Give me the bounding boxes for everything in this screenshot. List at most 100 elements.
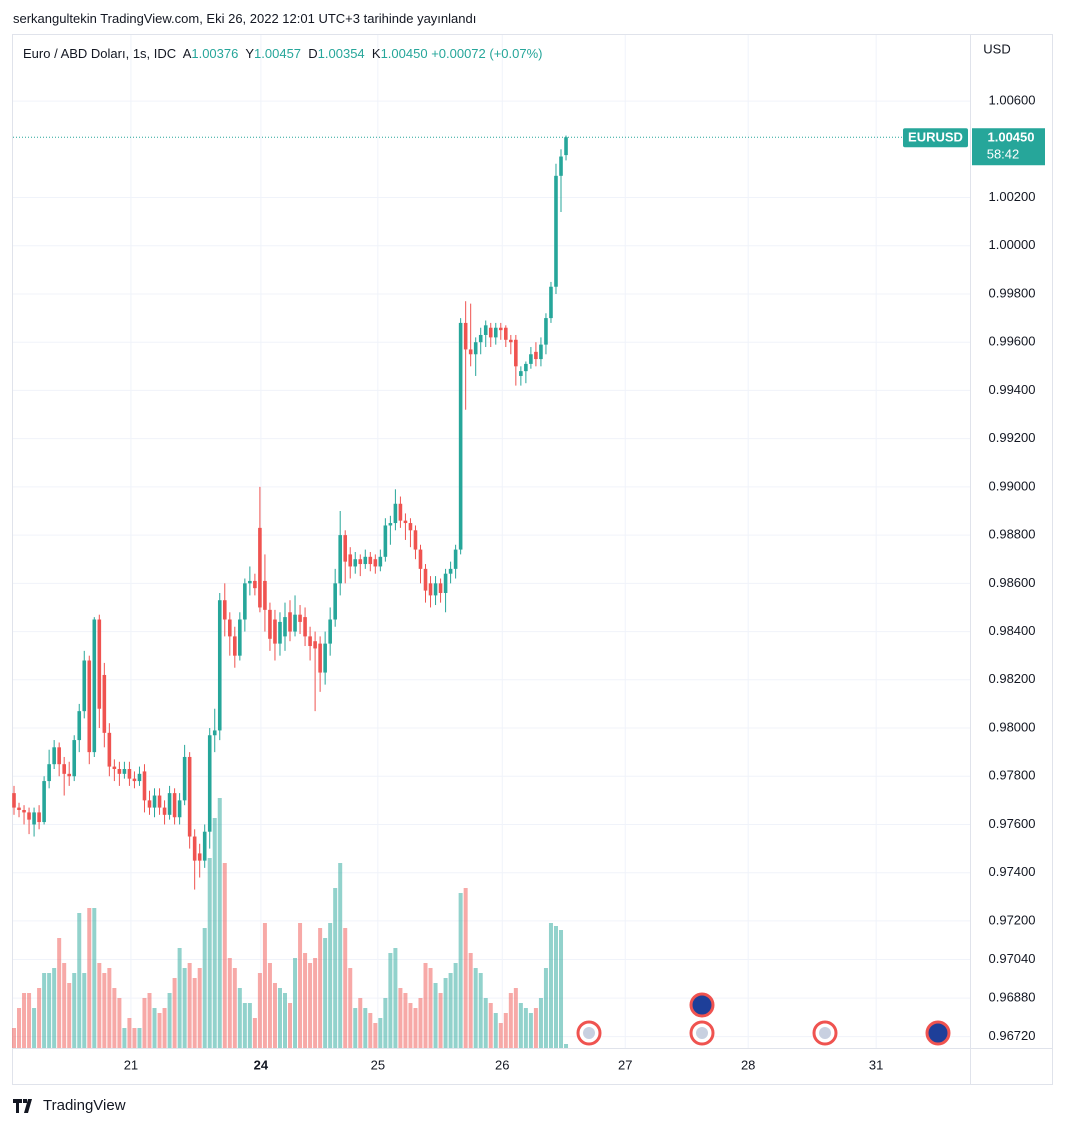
volume-bar (247, 1003, 252, 1048)
volume-bar (498, 1023, 503, 1048)
candle-body (92, 619, 97, 753)
volume-bar (117, 998, 122, 1048)
candle-body (52, 747, 56, 765)
volume-bar (518, 1003, 523, 1048)
volume-bar (388, 953, 393, 1048)
published-note: serkangultekin TradingView.com, Eki 26, … (13, 11, 477, 26)
candle-body (137, 773, 142, 782)
candle-body (258, 527, 262, 608)
volume-bar (559, 930, 564, 1048)
symbol-name: Euro / ABD Doları, 1s, IDC (23, 46, 177, 61)
legend: Euro / ABD Doları, 1s, IDC A1.00376 Y1.0… (23, 46, 543, 61)
volume-bar (72, 973, 77, 1048)
candle-body (82, 660, 87, 712)
candle-body (293, 614, 297, 632)
candle-body (72, 740, 77, 777)
volume-bar (52, 968, 57, 1048)
candle-body (248, 580, 252, 584)
candle-body (433, 583, 438, 596)
y-tick-label: 1.00600 (989, 93, 1036, 108)
candle-body (378, 556, 383, 567)
volume-bar (478, 973, 483, 1048)
candle-body (539, 344, 543, 360)
volume-bar (252, 1018, 257, 1048)
candle-body (283, 617, 287, 637)
candle-body (519, 371, 523, 376)
candle-body (408, 523, 413, 531)
currency-label: USD (983, 41, 1010, 56)
volume-bar (523, 1008, 528, 1048)
candle-body (388, 523, 393, 526)
candle-body (368, 556, 373, 565)
candle-body (132, 778, 137, 782)
y-tick-label: 1.00000 (989, 237, 1036, 252)
candle-body (32, 812, 36, 825)
volume-bar (333, 888, 338, 1048)
candle-body (273, 619, 277, 644)
symbol-tag-bg (903, 128, 968, 148)
x-tick-label: 24 (254, 1057, 269, 1072)
price-tag-value: 1.00450 (988, 130, 1035, 145)
price-tag-timer: 58:42 (987, 147, 1020, 162)
price-tag-bg (972, 128, 1045, 166)
volume-bar (32, 1008, 37, 1048)
candle-body (504, 327, 508, 340)
volume-bar (222, 863, 227, 1048)
candle-body (278, 621, 282, 644)
volume-bar (288, 1003, 293, 1048)
candle-body (37, 812, 41, 823)
candle-body (509, 339, 513, 343)
event-icon-us-inner (583, 1027, 595, 1039)
candle-body (353, 559, 358, 567)
candle-body (554, 175, 558, 287)
volume-bar (513, 988, 518, 1048)
candle-body (253, 580, 257, 589)
volume-bar (157, 1013, 162, 1048)
candle-body (152, 795, 157, 808)
volume-bar (107, 968, 112, 1048)
volume-bar (398, 988, 403, 1048)
candle-body (243, 583, 247, 620)
volume-bar (172, 978, 177, 1048)
candle-body (187, 756, 192, 837)
candle-body (107, 732, 112, 767)
candle-body (498, 327, 503, 331)
volume-bar (508, 993, 513, 1048)
volume-bar (187, 963, 192, 1048)
event-icon-eu[interactable] (689, 992, 715, 1018)
volume-bar (488, 1003, 493, 1048)
candle-body (117, 769, 122, 774)
candle-body (97, 619, 102, 709)
volume-bar (232, 968, 237, 1048)
candle-body (544, 318, 548, 345)
volume-bar (548, 923, 553, 1048)
volume-bar (102, 973, 107, 1048)
y-tick-label: 0.97200 (989, 912, 1036, 927)
x-tick-label: 26 (495, 1057, 509, 1072)
volume-bar (553, 926, 558, 1048)
volume-bar (418, 998, 423, 1048)
volume-bar (227, 958, 232, 1048)
event-icon-us-inner (819, 1027, 831, 1039)
volume-bar (257, 973, 262, 1048)
candle-body (473, 342, 478, 355)
volume-bar (202, 928, 207, 1048)
candle-body (17, 807, 21, 811)
volume-bar (448, 973, 453, 1048)
volume-bar (132, 1028, 137, 1048)
candle-body (102, 674, 107, 733)
volume-bar (137, 1028, 142, 1048)
candle-body (12, 793, 16, 808)
volume-bar (22, 993, 27, 1048)
volume-bar (142, 998, 147, 1048)
candle-body (47, 764, 51, 782)
volume-bar (57, 938, 62, 1048)
volume-bar (403, 993, 408, 1048)
candle-body (333, 583, 337, 620)
volume-bar (473, 968, 478, 1048)
candle-body (483, 325, 488, 335)
volume-bar (318, 928, 323, 1048)
candle-body (383, 525, 388, 557)
event-icon-eu[interactable] (925, 1020, 951, 1046)
candle-body (303, 617, 307, 637)
